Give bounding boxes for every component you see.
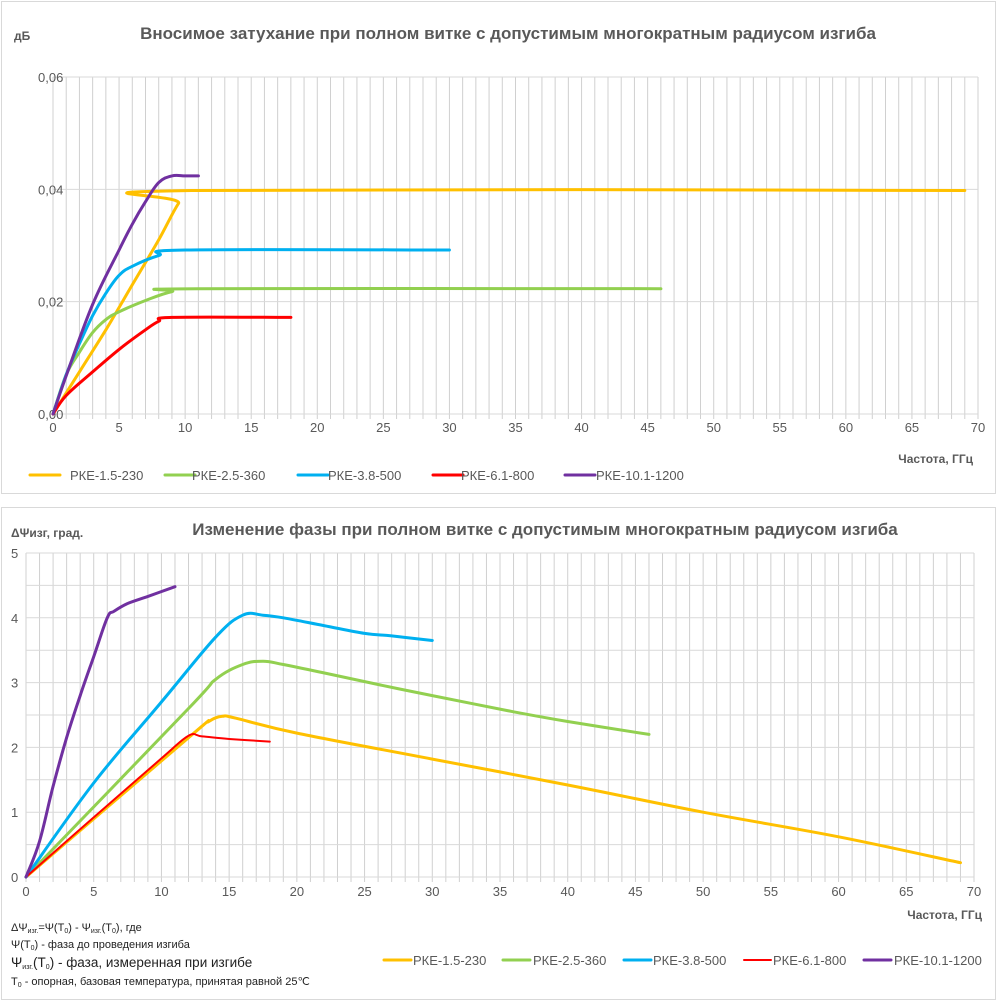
legend-label: РКЕ-2.5-360 <box>192 468 265 483</box>
legend-label: РКЕ-2.5-360 <box>533 953 606 968</box>
y-tick-label: 3 <box>11 676 18 691</box>
legend-label: РКЕ-3.8-500 <box>328 468 401 483</box>
x-tick-label: 60 <box>831 884 845 899</box>
series-line-РКЕ-1.5-230 <box>51 187 967 416</box>
x-tick-label: 65 <box>899 884 913 899</box>
series-line-РКЕ-6.1-800 <box>25 733 271 878</box>
x-axis-label: Частота, ГГц <box>898 452 973 466</box>
phase-bent-note: Ψизг.(T0) - фаза, измеренная при изгибе <box>11 955 253 971</box>
insertion-loss-chart-panel <box>1 1 996 494</box>
x-tick-label: 0 <box>49 420 56 435</box>
x-tick-label: 45 <box>628 884 642 899</box>
x-tick-label: 40 <box>560 884 574 899</box>
y-tick-label: 0,04 <box>38 182 63 197</box>
insertion-loss-chart: дБ Вносимое затухание при полном витке с… <box>14 24 985 483</box>
formula-note: ΔΨизг.=Ψ(T0) - Ψизг.(T0), где <box>11 922 142 935</box>
x-tick-label: 0 <box>22 884 29 899</box>
phase-before-note: Ψ(T0) - фаза до проведения изгиба <box>11 939 190 952</box>
x-tick-label: 60 <box>839 420 853 435</box>
x-tick-label: 5 <box>115 420 122 435</box>
legend-label: РКЕ-6.1-800 <box>773 953 846 968</box>
y-tick-label: 5 <box>11 546 18 561</box>
x-tick-label: 20 <box>290 884 304 899</box>
y-tick-label: 4 <box>11 611 18 626</box>
x-tick-label: 50 <box>706 420 720 435</box>
x-tick-label: 55 <box>773 420 787 435</box>
x-tick-label: 30 <box>425 884 439 899</box>
x-tick-label: 10 <box>154 884 168 899</box>
y-axis-unit-label: ΔΨизг, град. <box>11 526 83 540</box>
legend-label: РКЕ-10.1-1200 <box>894 953 982 968</box>
y-tick-label: 0,06 <box>38 70 63 85</box>
x-tick-label: 30 <box>442 420 456 435</box>
y-axis-unit-label: дБ <box>14 29 31 43</box>
series-line-РКЕ-2.5-360 <box>51 286 663 416</box>
x-tick-label: 65 <box>905 420 919 435</box>
x-tick-label: 70 <box>971 420 985 435</box>
series-line-РКЕ-1.5-230 <box>24 714 962 879</box>
y-tick-label: 0,00 <box>38 407 63 422</box>
x-tick-label: 35 <box>493 884 507 899</box>
x-tick-label: 45 <box>640 420 654 435</box>
y-tick-label: 0,02 <box>38 295 63 310</box>
series-line-РКЕ-10.1-1200 <box>51 173 200 416</box>
series-line-РКЕ-3.8-500 <box>24 611 434 879</box>
x-tick-label: 55 <box>764 884 778 899</box>
x-tick-label: 5 <box>90 884 97 899</box>
x-tick-label: 40 <box>574 420 588 435</box>
legend-label: РКЕ-1.5-230 <box>70 468 143 483</box>
y-tick-label: 1 <box>11 805 18 820</box>
reference-temperature-note: T0 - опорная, базовая температура, приня… <box>11 976 310 989</box>
legend-label: РКЕ-1.5-230 <box>413 953 486 968</box>
x-axis-label: Частота, ГГц <box>907 908 982 922</box>
x-tick-label: 15 <box>244 420 258 435</box>
legend-label: РКЕ-10.1-1200 <box>596 468 684 483</box>
chart-title: Изменение фазы при полном витке с допуст… <box>192 520 898 539</box>
series-line-РКЕ-10.1-1200 <box>24 585 177 879</box>
legend-label: РКЕ-6.1-800 <box>461 468 534 483</box>
series-line-РКЕ-2.5-360 <box>24 659 651 879</box>
x-tick-label: 10 <box>178 420 192 435</box>
x-tick-label: 25 <box>376 420 390 435</box>
x-tick-label: 50 <box>696 884 710 899</box>
x-tick-label: 35 <box>508 420 522 435</box>
chart-title: Вносимое затухание при полном витке с до… <box>140 24 876 43</box>
x-tick-label: 15 <box>222 884 236 899</box>
x-tick-label: 70 <box>967 884 981 899</box>
legend-label: РКЕ-3.8-500 <box>653 953 726 968</box>
y-tick-label: 2 <box>11 740 18 755</box>
x-tick-label: 20 <box>310 420 324 435</box>
y-tick-label: 0 <box>11 870 18 885</box>
x-tick-label: 25 <box>357 884 371 899</box>
series-line-РКЕ-6.1-800 <box>51 315 293 416</box>
